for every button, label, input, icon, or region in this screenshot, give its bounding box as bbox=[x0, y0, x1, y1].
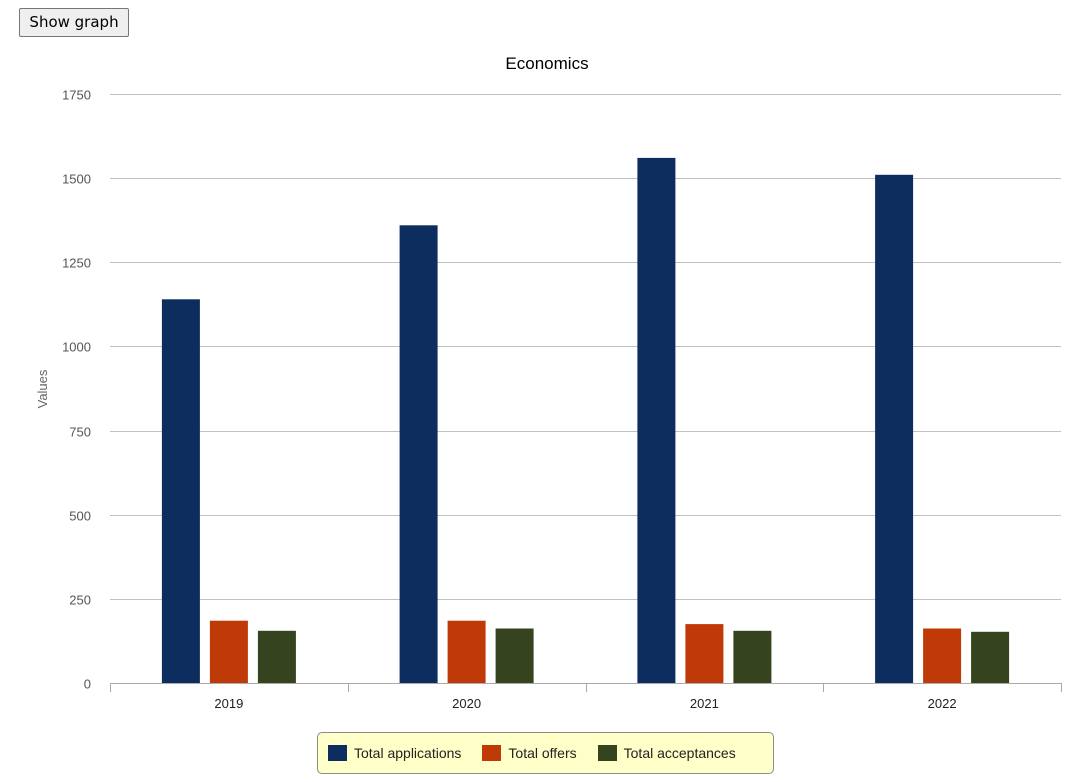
bar-total-acceptances[interactable] bbox=[971, 631, 1010, 683]
x-axis bbox=[110, 683, 1062, 692]
legend-swatch bbox=[328, 745, 347, 761]
bar-total-offers[interactable] bbox=[923, 628, 962, 684]
y-tick-label: 1500 bbox=[62, 172, 91, 187]
y-tick-label: 750 bbox=[69, 425, 91, 440]
legend-label: Total applications bbox=[354, 745, 462, 761]
bar-total-applications[interactable] bbox=[399, 225, 438, 684]
legend-swatch bbox=[482, 745, 502, 761]
y-tick-label: 1250 bbox=[62, 256, 91, 271]
y-tick-label: 500 bbox=[69, 509, 91, 524]
bar-total-offers[interactable] bbox=[447, 620, 486, 683]
x-tick-label: 2021 bbox=[690, 696, 719, 711]
bar-total-acceptances[interactable] bbox=[495, 628, 534, 684]
bar-total-offers[interactable] bbox=[209, 620, 248, 683]
bar-total-applications[interactable] bbox=[637, 157, 676, 683]
y-axis-ticks: 0 250 500 750 1000 1250 1500 1750 bbox=[62, 88, 91, 692]
bar-total-applications[interactable] bbox=[875, 174, 914, 684]
y-axis-label: Values bbox=[35, 369, 50, 408]
y-tick-label: 1000 bbox=[62, 340, 91, 355]
bar-total-acceptances[interactable] bbox=[257, 630, 296, 683]
y-tick-label: 250 bbox=[69, 593, 91, 608]
bar-total-acceptances[interactable] bbox=[733, 630, 772, 683]
legend-label: Total acceptances bbox=[623, 745, 736, 761]
bar-total-applications[interactable] bbox=[161, 299, 200, 683]
gridlines bbox=[110, 94, 1061, 600]
bars bbox=[161, 157, 1010, 684]
chart-title: Economics bbox=[505, 54, 588, 73]
y-tick-label: 1750 bbox=[62, 88, 91, 103]
x-tick-label: 2019 bbox=[214, 696, 243, 711]
bar-total-offers[interactable] bbox=[685, 624, 724, 683]
legend-label: Total offers bbox=[508, 745, 577, 761]
chart-legend: Total applications Total offers Total acce… bbox=[317, 732, 774, 774]
legend-item[interactable]: Total offers bbox=[482, 745, 577, 761]
x-axis-ticks: 2019 2020 2021 2022 bbox=[214, 696, 956, 711]
legend-item[interactable]: Total applications bbox=[328, 745, 461, 761]
y-tick-label: 0 bbox=[84, 677, 91, 692]
legend-item[interactable]: Total acceptances bbox=[597, 745, 736, 761]
legend-swatch bbox=[597, 745, 617, 761]
x-tick-label: 2020 bbox=[452, 696, 481, 711]
show-graph-button[interactable]: Show graph bbox=[19, 8, 129, 37]
x-tick-label: 2022 bbox=[928, 696, 957, 711]
